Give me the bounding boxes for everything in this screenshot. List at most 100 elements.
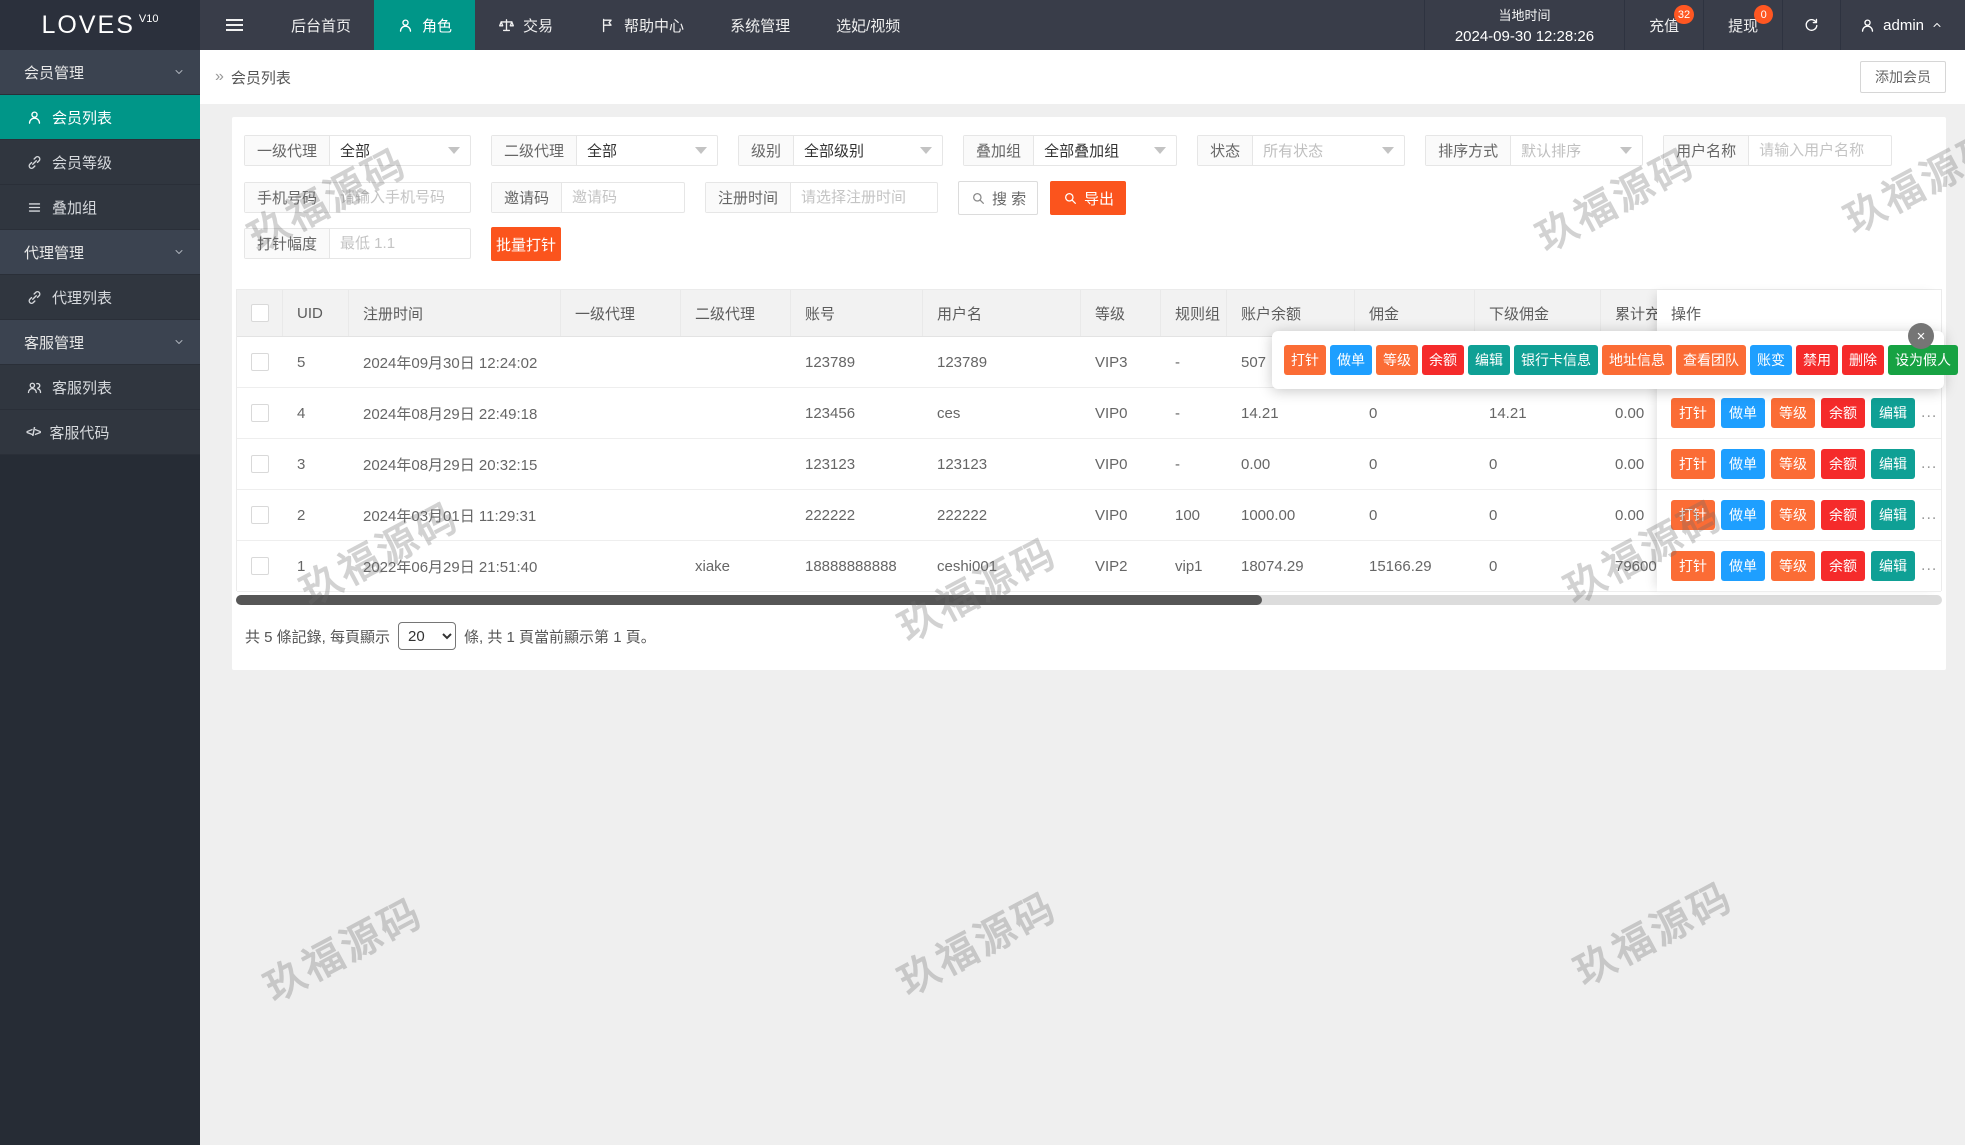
person-icon <box>1859 17 1876 34</box>
needle-range-input[interactable] <box>330 229 471 258</box>
filter-select[interactable]: 全部级别 <box>794 136 942 165</box>
sidebar-item[interactable]: 叠加组 <box>0 185 200 230</box>
list-icon <box>26 199 43 216</box>
row-action-button[interactable]: 等级 <box>1771 551 1815 581</box>
row-actions-cell: 打针 做单 等级 余额 编辑... <box>1657 388 1941 439</box>
sidebar-group-header[interactable]: 代理管理 <box>0 230 200 275</box>
filter-select-group: 排序方式 默认排序 <box>1425 135 1644 166</box>
recharge-button[interactable]: 充值 32 <box>1625 0 1705 50</box>
popup-action-button[interactable]: 等级 <box>1376 345 1418 375</box>
export-button[interactable]: 导出 <box>1050 181 1127 215</box>
row-action-button[interactable]: 编辑 <box>1871 500 1915 530</box>
row-action-button[interactable]: 打针 <box>1671 398 1715 428</box>
table-cell: 0.00 <box>1241 455 1271 473</box>
person-icon <box>26 109 43 126</box>
column-header: 下级佣金 <box>1475 290 1601 336</box>
row-action-button[interactable]: 打针 <box>1671 551 1715 581</box>
filter-select-group: 级别 全部级别 <box>738 135 944 166</box>
row-action-button[interactable]: 做单 <box>1721 551 1765 581</box>
popup-action-button[interactable]: 账变 <box>1750 345 1792 375</box>
row-action-button[interactable]: 余额 <box>1821 398 1865 428</box>
row-action-button[interactable]: 余额 <box>1821 551 1865 581</box>
row-checkbox[interactable] <box>251 353 269 371</box>
nav-tab-label: 选妃/视频 <box>836 17 901 35</box>
more-actions-button[interactable]: ... <box>1921 455 1938 472</box>
filter-select[interactable]: 全部 <box>330 136 470 165</box>
nav-tab[interactable]: 后台首页 <box>268 0 374 50</box>
filter-label: 打针幅度 <box>245 229 331 258</box>
table-cell: 3 <box>297 455 306 473</box>
table-cell <box>561 337 681 387</box>
row-action-button[interactable]: 做单 <box>1721 398 1765 428</box>
row-action-button[interactable]: 做单 <box>1721 449 1765 479</box>
popup-action-button[interactable]: 银行卡信息 <box>1514 345 1598 375</box>
batch-needle-button[interactable]: 批量打针 <box>491 227 562 261</box>
popup-action-button[interactable]: 做单 <box>1330 345 1372 375</box>
nav-tab-label: 后台首页 <box>291 17 352 35</box>
more-actions-button[interactable]: ... <box>1921 557 1938 574</box>
search-icon <box>970 190 986 206</box>
popup-action-button[interactable]: 删除 <box>1842 345 1884 375</box>
chevron-down-icon <box>1620 147 1633 154</box>
row-action-button[interactable]: 做单 <box>1721 500 1765 530</box>
nav-tab[interactable]: 交易 <box>475 0 576 50</box>
row-action-button[interactable]: 余额 <box>1821 449 1865 479</box>
row-checkbox[interactable] <box>251 455 269 473</box>
nav-tab[interactable]: 系统管理 <box>707 0 813 50</box>
sidebar-item[interactable]: 客服列表 <box>0 365 200 410</box>
withdraw-button[interactable]: 提现 0 <box>1704 0 1784 50</box>
phone-input[interactable] <box>330 183 471 212</box>
filter-select[interactable]: 全部 <box>577 136 717 165</box>
username-input[interactable] <box>1749 136 1892 165</box>
table-cell: 123789 <box>805 353 856 371</box>
filter-select[interactable]: 全部叠加组 <box>1034 136 1176 165</box>
select-all-checkbox[interactable] <box>250 304 269 322</box>
refresh-button[interactable] <box>1783 0 1842 50</box>
scrollbar-thumb[interactable] <box>236 595 1262 605</box>
popup-action-button[interactable]: 禁用 <box>1796 345 1838 375</box>
row-action-button[interactable]: 等级 <box>1771 500 1815 530</box>
sidebar-item[interactable]: 会员等级 <box>0 140 200 185</box>
sidebar-item[interactable]: </> 客服代码 <box>0 410 200 455</box>
more-actions-button[interactable]: ... <box>1921 404 1938 421</box>
sidebar-group-header[interactable]: 客服管理 <box>0 320 200 365</box>
page-size-select[interactable]: 20 <box>398 622 457 650</box>
nav-tab[interactable]: 角色 <box>374 0 476 50</box>
row-action-button[interactable]: 编辑 <box>1871 398 1915 428</box>
filter-select[interactable]: 默认排序 <box>1511 136 1642 165</box>
filter-input-group: 注册时间 <box>705 182 939 213</box>
row-checkbox[interactable] <box>251 506 269 524</box>
add-member-button[interactable]: 添加会员 <box>1860 61 1946 93</box>
menu-toggle-icon[interactable] <box>200 0 268 50</box>
table-cell: vip1 <box>1175 557 1203 575</box>
search-button[interactable]: 搜 索 <box>958 181 1039 215</box>
popup-action-button[interactable]: 编辑 <box>1468 345 1510 375</box>
sidebar-item[interactable]: 代理列表 <box>0 275 200 320</box>
popup-action-button[interactable]: 打针 <box>1284 345 1326 375</box>
more-actions-button[interactable]: ... <box>1921 506 1938 523</box>
export-button-label: 导出 <box>1084 190 1115 208</box>
row-action-button[interactable]: 打针 <box>1671 449 1715 479</box>
user-menu[interactable]: admin <box>1841 0 1965 50</box>
nav-tab[interactable]: 帮助中心 <box>576 0 707 50</box>
popup-action-button[interactable]: 地址信息 <box>1602 345 1672 375</box>
close-icon[interactable]: × <box>1908 323 1934 349</box>
row-action-button[interactable]: 编辑 <box>1871 449 1915 479</box>
row-action-button[interactable]: 编辑 <box>1871 551 1915 581</box>
popup-action-button[interactable]: 查看团队 <box>1676 345 1746 375</box>
row-checkbox[interactable] <box>251 404 269 422</box>
row-checkbox[interactable] <box>251 557 269 575</box>
nav-tab[interactable]: 选妃/视频 <box>813 0 923 50</box>
sidebar-group-header[interactable]: 会员管理 <box>0 50 200 95</box>
row-action-button[interactable]: 余额 <box>1821 500 1865 530</box>
person-icon <box>397 17 414 34</box>
filter-select[interactable]: 所有状态 <box>1253 136 1404 165</box>
row-action-button[interactable]: 等级 <box>1771 398 1815 428</box>
row-action-button[interactable]: 打针 <box>1671 500 1715 530</box>
sidebar-item[interactable]: 会员列表 <box>0 95 200 140</box>
invite-code-input[interactable] <box>562 183 685 212</box>
popup-action-button[interactable]: 余额 <box>1422 345 1464 375</box>
row-action-button[interactable]: 等级 <box>1771 449 1815 479</box>
register-time-input[interactable] <box>791 183 938 212</box>
popup-action-button[interactable]: 设为假人 <box>1888 345 1958 375</box>
